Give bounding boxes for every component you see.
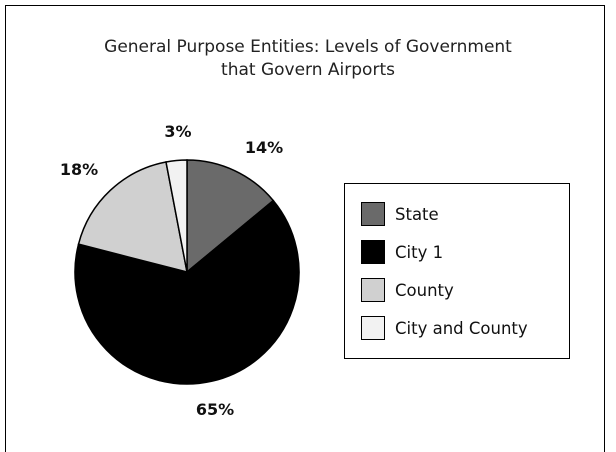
pie-slices <box>74 159 300 385</box>
pie-label-county: 18% <box>60 160 98 179</box>
legend-label-city-and-county: City and County <box>395 318 528 338</box>
legend-label-state: State <box>395 204 439 224</box>
legend-item-state: State <box>361 201 439 227</box>
pie-labels: 14% 65% 18% 3% <box>60 122 283 419</box>
pie-slice-city-1 <box>74 199 300 385</box>
chart-title: General Purpose Entities: Levels of Gove… <box>0 36 616 82</box>
legend: State City 1 County City and County <box>344 183 570 359</box>
legend-label-city-1: City 1 <box>395 242 444 262</box>
pie-slice-county <box>77 161 188 274</box>
legend-item-city-and-county: City and County <box>361 315 528 341</box>
legend-swatch-city-1 <box>361 240 385 264</box>
legend-label-county: County <box>395 280 454 300</box>
legend-item-county: County <box>361 277 454 303</box>
pie-label-city-1: 65% <box>196 400 234 419</box>
legend-swatch-city-and-county <box>361 316 385 340</box>
legend-swatch-county <box>361 278 385 302</box>
pie-slice-city-and-county <box>165 159 188 273</box>
legend-item-city-1: City 1 <box>361 239 443 265</box>
legend-swatch-state <box>361 202 385 226</box>
chart-title-line-2: that Govern Airports <box>221 60 395 80</box>
chart-frame <box>5 5 605 452</box>
pie-label-state: 14% <box>245 138 283 157</box>
pie-slice-state <box>186 159 275 274</box>
chart-title-line-1: General Purpose Entities: Levels of Gove… <box>104 37 512 57</box>
pie-label-city-and-county: 3% <box>164 122 191 141</box>
